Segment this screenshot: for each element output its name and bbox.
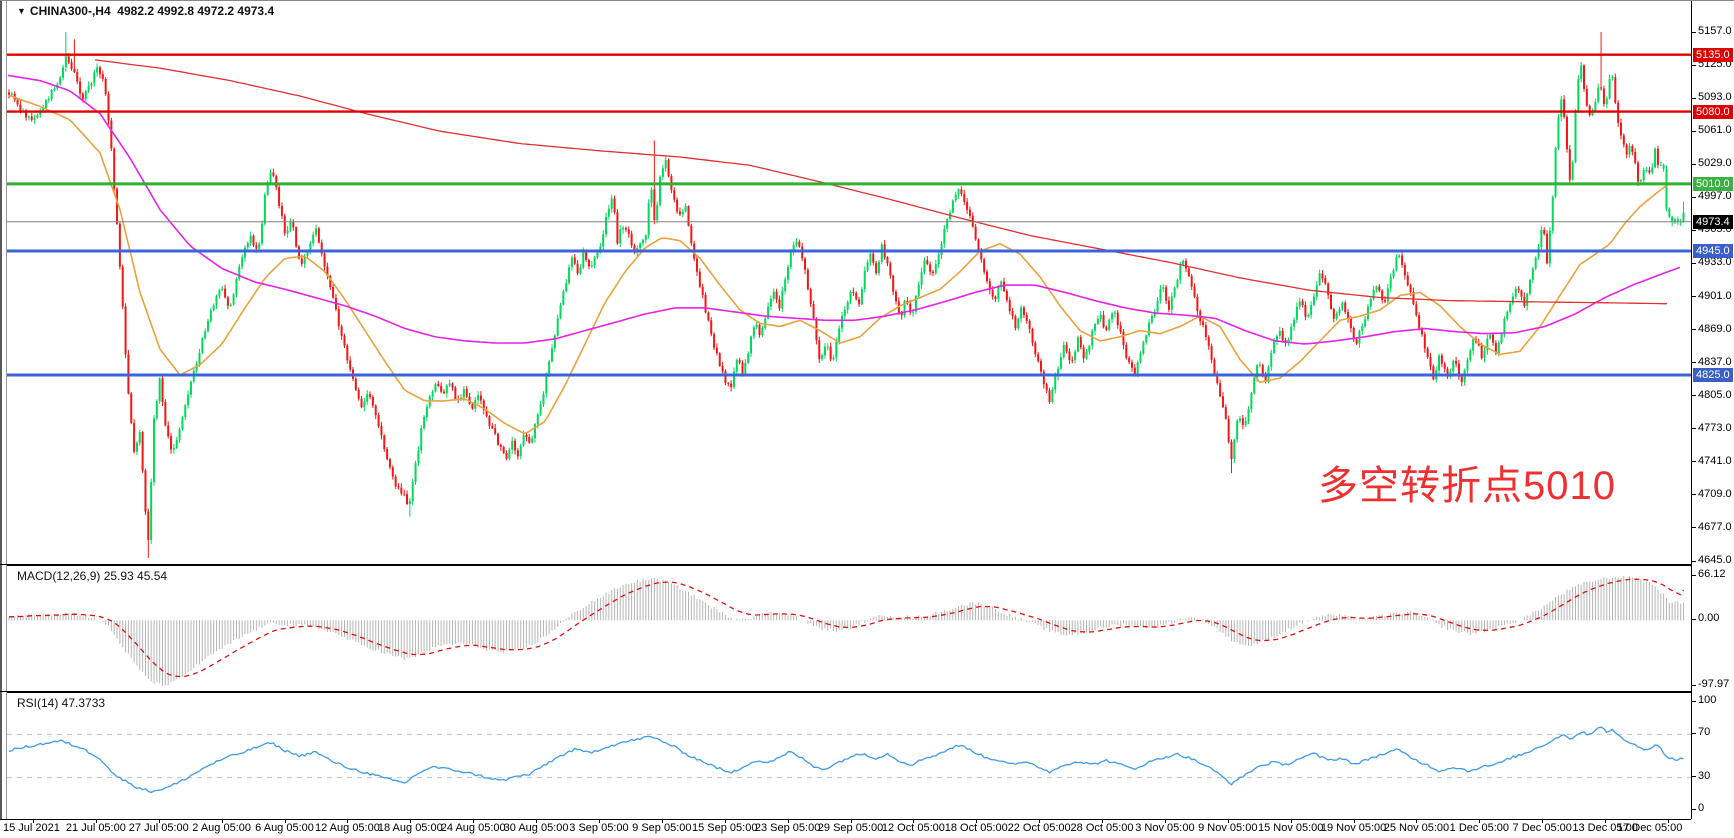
rsi-axis-label-100: 100 [1698,694,1717,706]
chart-title: ▼ CHINA300-,H4 4982.2 4992.8 4972.2 4973.… [17,4,274,18]
time-label-22: 25 Nov 05:00 [1383,822,1450,834]
price-axis-label-4837: 4837.0 [1698,355,1732,368]
price-axis-label-4933: 4933.0 [1698,256,1732,269]
time-label-21: 19 Nov 05:00 [1320,822,1387,834]
price-axis-label-4677: 4677.0 [1698,520,1732,533]
price-chart-canvas[interactable] [7,1,1691,564]
price-badge-5135.0: 5135.0 [1693,47,1733,62]
time-label-9: 3 Sep 05:00 [569,822,629,834]
price-axis-label-4741: 4741.0 [1698,454,1732,467]
rsi-panel[interactable]: RSI(14) 47.3733 [7,692,1691,820]
time-label-15: 18 Oct 05:00 [944,822,1008,834]
rsi-axis-label-30: 30 [1698,769,1711,782]
time-label-11: 15 Sep 05:00 [691,822,758,834]
price-axis-label-5029: 5029.0 [1698,157,1732,170]
chart-symbol-period: CHINA300-,H4 [29,4,111,18]
window-left-edge [0,1,7,838]
time-label-1: 21 Jul 05:00 [65,822,126,834]
price-axis[interactable]: 5157.0 5125.0 5093.0 5061.0 5029.0 4997.0 4965… [1691,1,1734,819]
time-label-23: 1 Dec 05:00 [1449,822,1510,834]
rsi-axis-label-70: 70 [1698,726,1711,739]
price-badge-4945.0: 4945.0 [1693,244,1733,259]
time-label-17: 28 Oct 05:00 [1070,822,1134,834]
price-badge-4973.4: 4973.4 [1693,214,1733,229]
macd-canvas[interactable] [7,566,1691,692]
time-label-2: 27 Jul 05:00 [128,822,189,834]
rsi-axis-label-0: 0 [1698,802,1705,814]
price-axis-label-4997: 4997.0 [1698,190,1732,203]
time-label-0: 15 Jul 2021 [3,822,60,834]
price-axis-label-4901: 4901.0 [1698,289,1732,302]
time-label-5: 12 Aug 05:00 [315,822,380,834]
macd-panel[interactable]: MACD(12,26,9) 25.93 45.54 [7,565,1691,692]
time-label-13: 29 Sep 05:00 [817,822,884,834]
time-label-8: 30 Aug 05:00 [503,822,569,834]
ma-fast-orange [7,94,1669,435]
triangle-down-icon: ▼ [17,6,26,16]
price-axis-label-5093: 5093.0 [1698,91,1732,104]
macd-histogram [8,576,1685,687]
ma-slow-red [94,59,1667,305]
panel-separator-1[interactable] [0,564,1691,565]
macd-axis-label-66.12: 66.12 [1698,568,1726,580]
macd-label: MACD(12,26,9) 25.93 45.54 [17,569,168,583]
rsi-line [8,726,1684,794]
panel-separator-3[interactable] [0,819,1691,820]
time-label-19: 9 Nov 05:00 [1198,822,1258,834]
time-label-10: 9 Sep 05:00 [632,822,692,834]
price-axis-label-5157: 5157.0 [1698,25,1732,37]
price-axis-label-4869: 4869.0 [1698,322,1732,335]
price-axis-label-4709: 4709.0 [1698,487,1732,500]
macd-signal-line [8,578,1685,678]
chart-ohlc-values: 4982.2 4992.8 4972.2 4973.4 [117,4,275,18]
time-label-6: 18 Aug 05:00 [377,822,443,834]
candles [8,32,1685,558]
rsi-label: RSI(14) 47.3733 [17,696,106,710]
macd-axis-label-0: 0.00 [1698,612,1720,625]
time-label-3: 2 Aug 05:00 [192,822,252,834]
price-badge-5010.0: 5010.0 [1693,176,1733,191]
time-label-20: 15 Nov 05:00 [1257,822,1324,834]
panel-separator-2[interactable] [0,691,1691,692]
time-label-18: 3 Nov 05:00 [1135,822,1195,834]
price-axis-label-4805: 4805.0 [1698,388,1732,401]
time-label-16: 22 Oct 05:00 [1007,822,1071,834]
price-axis-label-4645: 4645.0 [1698,554,1732,566]
time-label-12: 23 Sep 05:00 [754,822,821,834]
price-badge-4825.0: 4825.0 [1693,368,1733,383]
time-label-24: 7 Dec 05:00 [1512,822,1572,834]
time-label-25: 13 Dec 05:00 [1572,822,1638,834]
price-axis-label-5061: 5061.0 [1698,124,1732,137]
ma-mid-magenta [7,74,1681,345]
time-label-26: 17 Dec 05:00 [1616,822,1683,834]
price-axis-label-4773: 4773.0 [1698,421,1732,434]
rsi-canvas[interactable] [7,693,1691,820]
time-axis[interactable]: 15 Jul 2021 21 Jul 05:00 27 Jul 05:00 2 Aug… [0,819,1734,838]
price-badge-5080.0: 5080.0 [1693,104,1733,119]
chart-annotation: 多空转折点5010 [1318,464,1616,508]
macd-axis-label--97.97: -97.97 [1698,678,1730,690]
time-label-7: 24 Aug 05:00 [440,822,506,834]
main-chart-panel[interactable]: ▼ CHINA300-,H4 4982.2 4992.8 4972.2 4973.… [7,1,1691,564]
time-label-4: 6 Aug 05:00 [255,822,314,834]
time-label-14: 12 Oct 05:00 [881,822,945,834]
